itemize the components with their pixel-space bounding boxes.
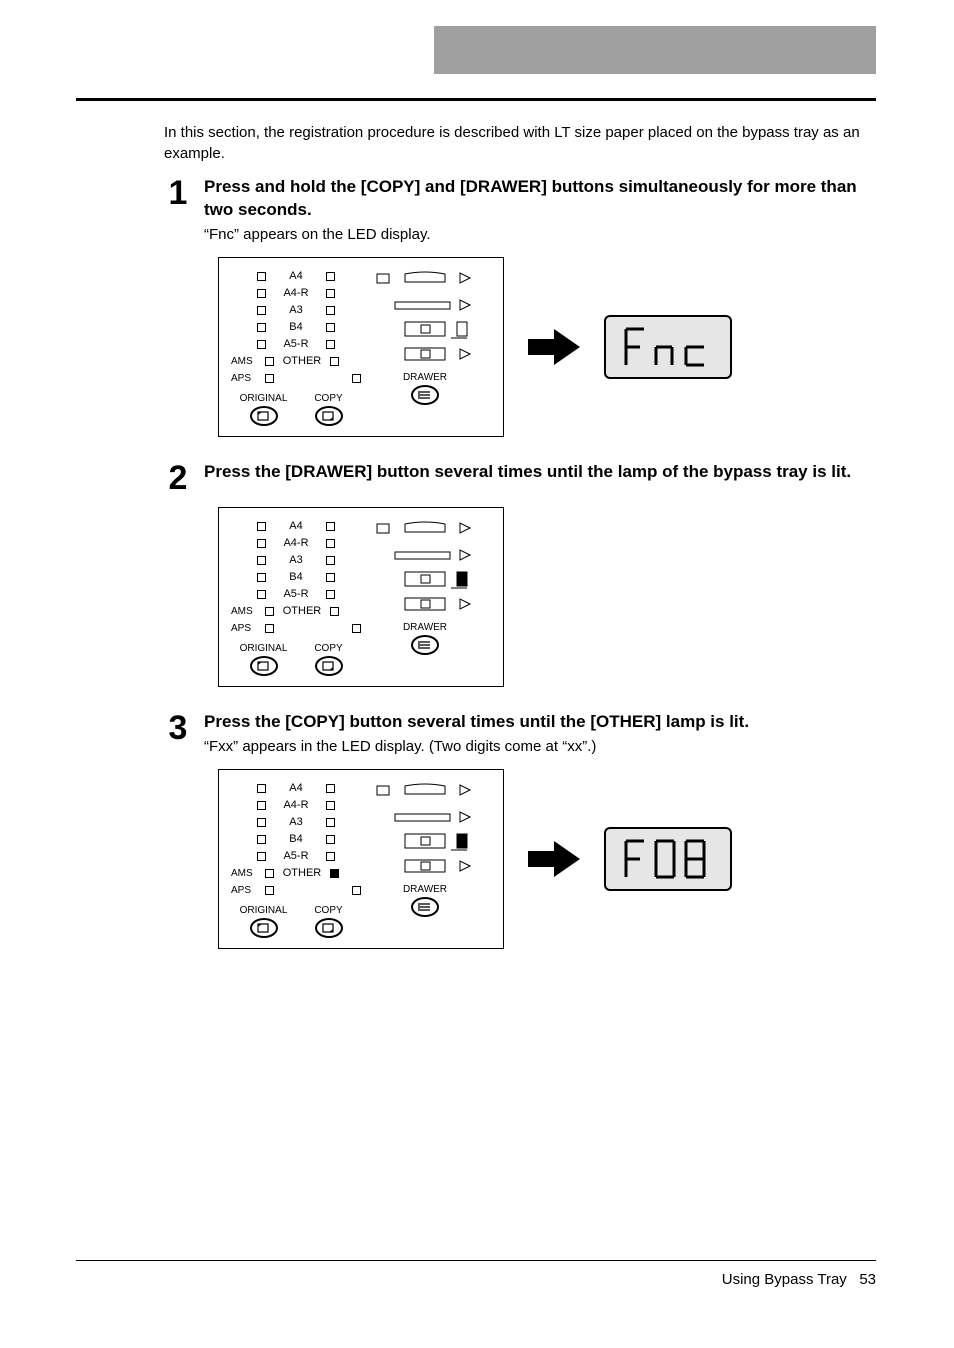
- tray-2-icon: [375, 294, 475, 316]
- footer-divider: [76, 1260, 876, 1261]
- size-other: OTHER: [280, 355, 324, 367]
- footer-page-number: 53: [859, 1271, 876, 1288]
- step-2: 2 Press the [DRAWER] button several time…: [164, 461, 876, 495]
- tray-1-icon: [375, 268, 475, 290]
- tray-3-icon-lit: [375, 570, 475, 592]
- control-panel-diagram: A4 A4-R A3 B4 A5-R AMS OTHER APS ORIGINAL…: [218, 257, 504, 437]
- arrow-right-icon: [524, 325, 584, 369]
- step-number: 2: [164, 461, 192, 495]
- step-3: 3 Press the [COPY] button several times …: [164, 711, 876, 757]
- step-subtitle: “Fxx” appears in the LED display. (Two d…: [204, 736, 876, 757]
- tray-4-icon: [375, 596, 475, 618]
- figure-row-1: A4 A4-R A3 B4 A5-R AMS OTHER APS ORIGINAL…: [218, 257, 876, 437]
- step-number: 1: [164, 176, 192, 210]
- original-button-icon: [250, 918, 278, 938]
- led-display-f08: [604, 827, 732, 891]
- header-gray-bar: [434, 26, 876, 74]
- step-title: Press the [COPY] button several times un…: [204, 711, 876, 734]
- tray-1-icon: [375, 518, 475, 540]
- step-1: 1 Press and hold the [COPY] and [DRAWER]…: [164, 176, 876, 245]
- size-a3: A3: [274, 304, 318, 316]
- tray-3-icon-lit: [375, 832, 475, 854]
- copy-button-icon: [315, 656, 343, 676]
- figure-row-2: A4 A4-R A3 B4 A5-R AMSOTHER APS ORIGINAL…: [218, 507, 876, 687]
- other-lamp-lit: [330, 869, 339, 878]
- btn-label-copy: COPY: [314, 393, 342, 404]
- control-panel-diagram: A4 A4-R A3 B4 A5-R AMSOTHER APS ORIGINAL…: [218, 507, 504, 687]
- size-a4r: A4-R: [274, 287, 318, 299]
- tray-1-icon: [375, 780, 475, 802]
- size-b4: B4: [274, 321, 318, 333]
- page-content: In this section, the registration proced…: [164, 122, 876, 973]
- footer-section-label: Using Bypass Tray: [722, 1271, 847, 1288]
- tray-4-icon: [375, 346, 475, 368]
- drawer-button-icon: [411, 635, 439, 655]
- tray-2-icon: [375, 544, 475, 566]
- tray-4-icon: [375, 858, 475, 880]
- copy-button-icon: [315, 406, 343, 426]
- tray-3-icon: [375, 320, 475, 342]
- tray-2-icon: [375, 806, 475, 828]
- btn-label-original: ORIGINAL: [240, 393, 288, 404]
- figure-row-3: A4 A4-R A3 B4 A5-R AMSOTHER APS ORIGINAL…: [218, 769, 876, 949]
- control-panel-diagram: A4 A4-R A3 B4 A5-R AMSOTHER APS ORIGINAL…: [218, 769, 504, 949]
- original-button-icon: [250, 406, 278, 426]
- size-a5r: A5-R: [274, 338, 318, 350]
- drawer-button-icon: [411, 385, 439, 405]
- btn-label-drawer: DRAWER: [403, 372, 447, 383]
- page-footer: Using Bypass Tray 53: [76, 1260, 876, 1288]
- arrow-right-icon: [524, 837, 584, 881]
- size-a4: A4: [274, 270, 318, 282]
- intro-paragraph: In this section, the registration proced…: [164, 122, 876, 164]
- led-display-fnc: [604, 315, 732, 379]
- copy-button-icon: [315, 918, 343, 938]
- top-divider: [76, 98, 876, 101]
- mode-aps: APS: [231, 373, 259, 384]
- step-title: Press the [DRAWER] button several times …: [204, 461, 876, 484]
- mode-ams: AMS: [231, 356, 259, 367]
- step-number: 3: [164, 711, 192, 745]
- step-subtitle: “Fnc” appears on the LED display.: [204, 224, 876, 245]
- original-button-icon: [250, 656, 278, 676]
- step-title: Press and hold the [COPY] and [DRAWER] b…: [204, 176, 876, 222]
- drawer-button-icon: [411, 897, 439, 917]
